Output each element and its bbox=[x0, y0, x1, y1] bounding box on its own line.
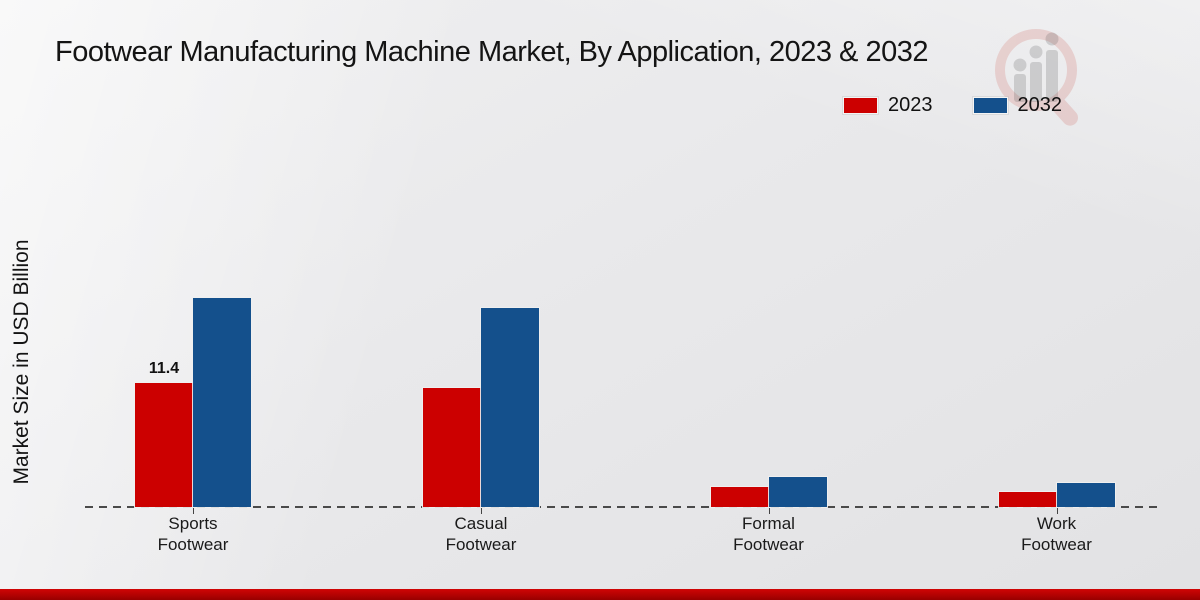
bar-2023-work-footwear bbox=[998, 492, 1057, 507]
bar-2023-casual-footwear bbox=[423, 388, 481, 507]
x-axis-tick bbox=[768, 508, 770, 514]
x-axis-tick bbox=[1056, 508, 1058, 514]
bar-2032-formal-footwear bbox=[768, 477, 827, 507]
x-axis-category-label: Sports Footwear bbox=[157, 514, 229, 554]
legend-item-2023: 2023 bbox=[843, 94, 933, 117]
legend-label: 2023 bbox=[888, 94, 933, 116]
x-axis-category-label: Formal Footwear bbox=[733, 514, 804, 554]
x-axis-tick bbox=[193, 508, 194, 514]
x-axis-category-label: Casual Footwear bbox=[445, 514, 517, 554]
legend-item-2032: 2032 bbox=[972, 94, 1063, 117]
bar-2023-formal-footwear bbox=[710, 487, 769, 507]
legend-label: 2032 bbox=[1017, 94, 1063, 116]
bar-2032-work-footwear bbox=[1056, 483, 1115, 507]
bar-2032-sports-footwear bbox=[193, 298, 251, 507]
legend-swatch-2032 bbox=[972, 97, 1008, 114]
x-axis-tick bbox=[481, 508, 482, 514]
footer-accent-strip bbox=[0, 589, 1200, 600]
chart-title: Footwear Manufacturing Machine Market, B… bbox=[55, 36, 928, 68]
x-axis-category-label: Work Footwear bbox=[1021, 514, 1092, 554]
legend: 2023 2032 bbox=[843, 94, 1062, 117]
magnifier-bar-chart-logo-icon bbox=[992, 18, 1100, 130]
bar-data-label: 11.4 bbox=[148, 360, 180, 377]
legend-swatch-2023 bbox=[843, 97, 878, 114]
x-axis-baseline bbox=[85, 506, 1163, 508]
bar-2023-sports-footwear bbox=[135, 383, 193, 507]
bar-2032-casual-footwear bbox=[481, 308, 539, 507]
